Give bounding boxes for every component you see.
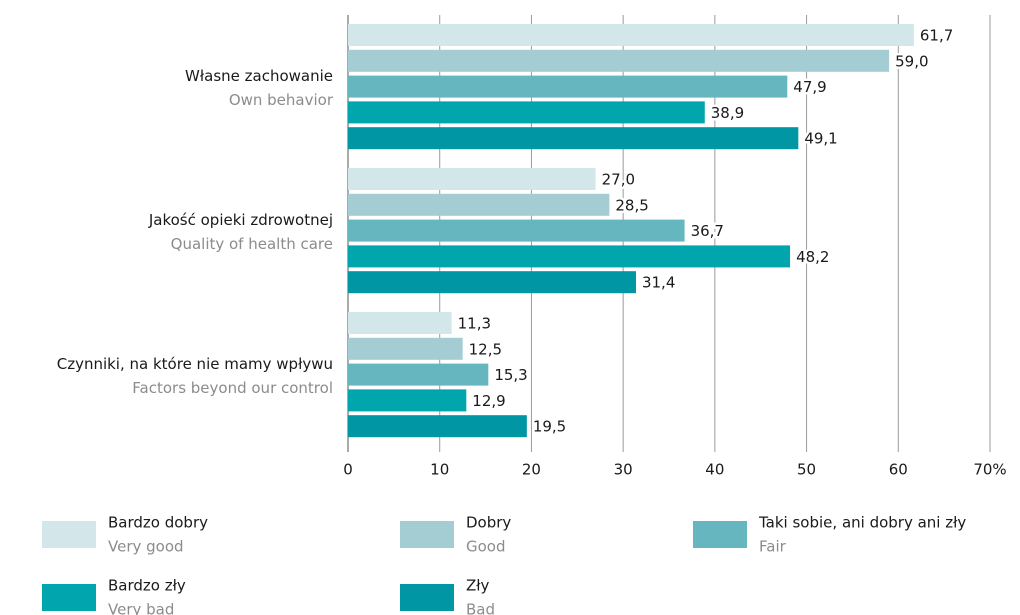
legend-swatch (42, 584, 96, 611)
category-sublabel: Own behavior (229, 91, 334, 109)
bar (348, 337, 463, 360)
legend-swatch (400, 584, 454, 611)
legend-swatch (693, 521, 747, 548)
category-sublabel: Quality of health care (171, 235, 333, 253)
value-label: 27,0 (602, 171, 635, 189)
x-tick-label: 20 (522, 461, 541, 479)
legend-label: Taki sobie, ani dobry ani zły (758, 514, 966, 532)
bar (348, 363, 489, 386)
value-label: 11,3 (458, 315, 491, 333)
value-label: 36,7 (691, 222, 724, 240)
legend-sublabel: Fair (759, 538, 787, 556)
bar (348, 389, 467, 412)
value-label: 49,1 (804, 130, 837, 148)
bar (348, 271, 636, 294)
value-label: 38,9 (711, 104, 744, 122)
legend-swatch (400, 521, 454, 548)
category-label: Czynniki, na które nie mamy wpływu (57, 355, 333, 373)
value-label: 15,3 (494, 366, 527, 384)
category-label: Jakość opieki zdrowotnej (148, 211, 333, 229)
x-tick-label: 30 (614, 461, 633, 479)
x-tick-label: 40 (705, 461, 724, 479)
value-label: 19,5 (533, 418, 566, 436)
value-label: 28,5 (615, 196, 648, 214)
value-label: 61,7 (920, 27, 953, 45)
bar (348, 312, 452, 334)
bar (348, 101, 705, 124)
legend-label: Bardzo zły (108, 577, 186, 595)
bar (348, 245, 791, 268)
value-label: 12,9 (472, 392, 505, 410)
legend-sublabel: Good (466, 538, 506, 556)
legend-label: Dobry (466, 514, 511, 532)
legend-label: Zły (466, 577, 490, 595)
x-tick-label: 0 (343, 461, 353, 479)
value-label: 59,0 (895, 52, 928, 70)
legend-label: Bardzo dobry (108, 514, 208, 532)
bar (348, 168, 596, 190)
x-tick-label: 10 (430, 461, 449, 479)
value-label: 47,9 (793, 78, 826, 96)
bar (348, 415, 527, 438)
bar (348, 49, 890, 72)
category-label: Własne zachowanie (185, 67, 333, 85)
x-tick-label: 60 (889, 461, 908, 479)
x-tick-label: 50 (797, 461, 816, 479)
bar (348, 75, 788, 98)
x-tick-label: 70% (973, 461, 1006, 479)
category-sublabel: Factors beyond our control (132, 379, 333, 397)
bar (348, 219, 685, 242)
bar (348, 127, 799, 150)
value-label: 31,4 (642, 274, 675, 292)
bar (348, 24, 914, 46)
bar (348, 193, 610, 216)
legend-sublabel: Bad (466, 601, 495, 615)
value-label: 48,2 (796, 248, 829, 266)
legend-sublabel: Very good (108, 538, 184, 556)
legend-sublabel: Very bad (108, 601, 174, 615)
legend-swatch (42, 521, 96, 548)
value-label: 12,5 (469, 340, 502, 358)
